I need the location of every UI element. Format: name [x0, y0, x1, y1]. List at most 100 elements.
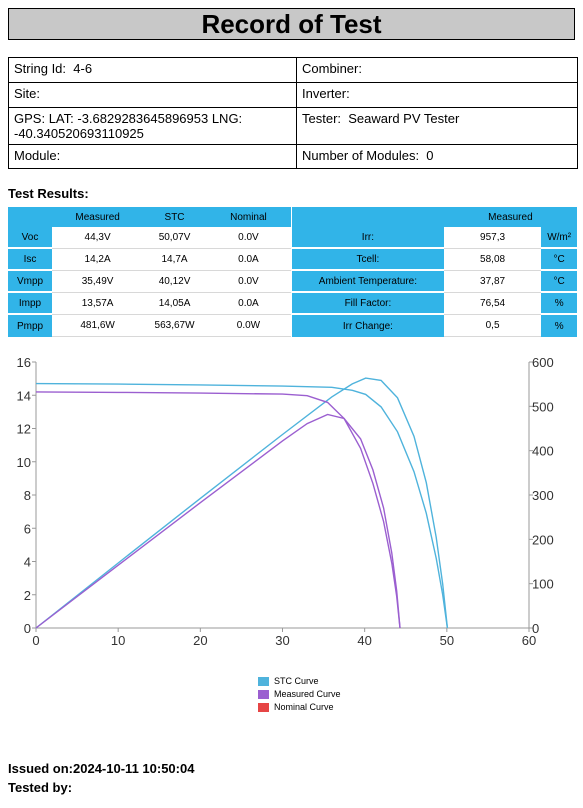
x-tick-label: 30 [275, 633, 289, 648]
env-row: Fill Factor: 76,54 % [292, 293, 577, 315]
y-left-tick-label: 16 [17, 355, 31, 370]
stc-value: 563,67W [143, 315, 206, 337]
y-left-tick-label: 0 [24, 621, 31, 636]
results-row: Vmpp 35,49V 40,12V 0.0V [8, 271, 291, 293]
issued-label: Issued on: [8, 761, 74, 776]
env-label: Irr: [292, 227, 444, 249]
measured-curve-pv-line [35, 413, 401, 629]
env-label: Tcell: [292, 249, 444, 271]
x-tick-label: 20 [193, 633, 207, 648]
y-right-tick-label: 100 [532, 577, 554, 592]
gps-value: LAT: -3.6829283645896953 LNG: -40.340520… [14, 111, 243, 141]
string-id-cell: String Id: 4-6 [8, 57, 297, 83]
combiner-label: Combiner: [302, 61, 362, 76]
module-cell: Module: [8, 144, 297, 169]
y-left-tick-label: 12 [17, 422, 31, 437]
row-label: Voc [8, 227, 52, 249]
env-header-row: Measured [292, 207, 577, 227]
results-row: Pmpp 481,6W 563,67W 0.0W [8, 315, 291, 337]
nominal-value: 0.0A [205, 293, 291, 315]
x-tick-label: 0 [32, 633, 39, 648]
env-value: 0,5 [443, 315, 542, 337]
measured-value: 14,2A [52, 249, 144, 271]
nominal-value: 0.0V [205, 271, 291, 293]
legend-item-measured: Measured Curve [258, 689, 344, 700]
x-tick-label: 40 [357, 633, 371, 648]
inverter-label: Inverter: [302, 86, 350, 101]
results-row: Impp 13,57A 14,05A 0.0A [8, 293, 291, 315]
tester-cell: Tester: Seaward PV Tester [296, 107, 578, 145]
results-header-stc: STC [164, 211, 185, 223]
env-value: 957,3 [443, 227, 542, 249]
env-label: Irr Change: [292, 315, 444, 337]
row-label: Isc [8, 249, 52, 271]
env-row: Tcell: 58,08 °C [292, 249, 577, 271]
tester-value: Seaward PV Tester [348, 111, 460, 126]
legend-swatch-nominal [258, 703, 269, 712]
legend-label-measured: Measured Curve [274, 689, 341, 699]
chart-legend: STC Curve Measured Curve Nominal Curve [258, 676, 344, 715]
legend-swatch-measured [258, 690, 269, 699]
env-header-measured: Measured [488, 211, 533, 223]
env-unit: °C [541, 271, 577, 293]
iv-chart-svg: 0 10 20 30 40 50 60024681012141601002003004005… [17, 355, 554, 648]
info-table: String Id: 4-6 Combiner: Site: Inverter:… [8, 57, 578, 169]
env-label: Ambient Temperature: [292, 271, 444, 293]
legend-label-nominal: Nominal Curve [274, 702, 334, 712]
nominal-value: 0.0A [205, 249, 291, 271]
y-left-tick-label: 10 [17, 455, 31, 470]
env-label: Fill Factor: [292, 293, 444, 315]
stc-value: 50,07V [143, 227, 206, 249]
legend-swatch-stc [258, 677, 269, 686]
env-row: Irr: 957,3 W/m² [292, 227, 577, 249]
nominal-value: 0.0W [205, 315, 291, 337]
x-tick-label: 10 [111, 633, 125, 648]
y-right-tick-label: 300 [532, 488, 554, 503]
env-unit: °C [541, 249, 577, 271]
results-table: Measured STC Nominal Voc 44,3V 50,07V 0.… [8, 207, 291, 337]
y-left-tick-label: 8 [24, 488, 31, 503]
row-label: Impp [8, 293, 52, 315]
env-unit: W/m² [541, 227, 577, 249]
env-row: Irr Change: 0,5 % [292, 315, 577, 337]
gps-cell: GPS: LAT: -3.6829283645896953 LNG: -40.3… [8, 107, 297, 145]
tested-by-label: Tested by: [8, 780, 73, 795]
y-right-tick-label: 400 [532, 444, 554, 459]
iv-chart: 0 10 20 30 40 50 60 0 2 4 6 8 10 12 14 16 0 100 200 300 400 5… [0, 350, 583, 655]
site-cell: Site: [8, 82, 297, 108]
results-header-measured: Measured [75, 211, 120, 223]
env-row: Ambient Temperature: 37,87 °C [292, 271, 577, 293]
env-value: 37,87 [443, 271, 542, 293]
issued-value: 2024-10-11 10:50:04 [73, 761, 195, 776]
measured-value: 44,3V [52, 227, 144, 249]
module-label: Module: [14, 148, 61, 163]
results-row: Isc 14,2A 14,7A 0.0A [8, 249, 291, 271]
y-left-tick-label: 6 [24, 521, 31, 536]
y-right-tick-label: 600 [532, 355, 554, 370]
stc-value: 14,05A [143, 293, 206, 315]
measured-value: 481,6W [52, 315, 144, 337]
env-unit: % [541, 315, 577, 337]
gps-label: GPS: [14, 111, 46, 126]
stc-curve-pv-line [35, 377, 449, 629]
row-label: Pmpp [8, 315, 52, 337]
y-left-tick-label: 2 [24, 588, 31, 603]
stc-value: 14,7A [143, 249, 206, 271]
measured-value: 35,49V [52, 271, 144, 293]
row-label: Vmpp [8, 271, 52, 293]
env-unit: % [541, 293, 577, 315]
y-left-tick-label: 4 [24, 555, 31, 570]
measured-value: 13,57A [52, 293, 144, 315]
string-id-value: 4-6 [73, 61, 93, 76]
y-right-tick-label: 0 [532, 621, 539, 636]
nominal-value: 0.0V [205, 227, 291, 249]
results-header-nominal: Nominal [230, 211, 267, 223]
results-header-row: Measured STC Nominal [8, 207, 291, 227]
string-id-label: String Id: [14, 61, 67, 76]
env-header-blank [292, 207, 444, 227]
modules-count-value: 0 [426, 148, 434, 163]
x-tick-label: 50 [440, 633, 454, 648]
env-value: 76,54 [443, 293, 542, 315]
modules-count-cell: Number of Modules: 0 [296, 144, 578, 169]
stc-curve-iv-line [35, 382, 449, 629]
